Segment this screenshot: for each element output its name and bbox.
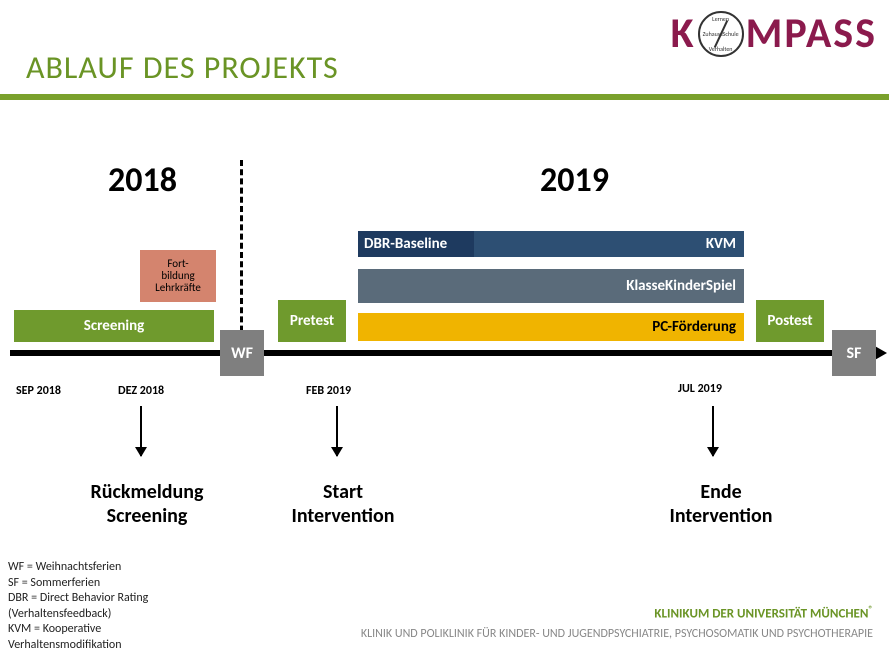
legend-line: SF = Sommerferien <box>8 576 148 592</box>
legend-line: KVM = Kooperative <box>8 622 148 638</box>
logo-letter-k: K <box>671 8 696 59</box>
phase-pc-foerderung: PC-Förderung <box>358 313 744 341</box>
date-dez-2018: DEZ 2018 <box>118 384 164 398</box>
accent-bar <box>0 94 889 100</box>
legend-line: DBR = Direct Behavior Rating <box>8 591 148 607</box>
year-2018: 2018 <box>108 160 177 201</box>
arrow-down-icon <box>336 406 338 456</box>
phase-dbr-baseline: DBR-Baseline <box>358 231 474 257</box>
timeline-axis <box>10 350 878 356</box>
milestone-rueckmeldung: Rückmeldung Screening <box>82 480 212 528</box>
date-feb-2019: FEB 2019 <box>306 384 351 398</box>
compass-icon: Lernen Verhalten Zuhause Schule <box>698 11 744 57</box>
logo-letter-mpass: MPASS <box>746 8 877 59</box>
milestone-start: Start Intervention <box>278 480 408 528</box>
phase-fortbildung: Fort- bildung Lehrkräfte <box>140 250 216 302</box>
date-jul-2019: JUL 2019 <box>678 382 722 396</box>
legend: WF = Weihnachtsferien SF = Sommerferien … <box>8 560 148 654</box>
legend-line: WF = Weihnachtsferien <box>8 560 148 576</box>
break-wf: WF <box>220 330 264 376</box>
milestone-ende: Ende Intervention <box>656 480 786 528</box>
phase-pretest: Pretest <box>278 300 346 342</box>
kompass-logo: K Lernen Verhalten Zuhause Schule MPASS <box>671 8 877 59</box>
legend-line: (Verhaltensfeedback) <box>8 607 148 623</box>
phase-kvm: KVM <box>474 231 744 257</box>
phase-klassekinderspiel: KlasseKinderSpiel <box>358 269 744 303</box>
date-sep-2018: SEP 2018 <box>16 384 61 398</box>
phase-postest: Postest <box>756 300 824 342</box>
arrow-down-icon <box>712 406 714 456</box>
footer-department: KLINIK UND POLIKLINIK FÜR KINDER- UND JU… <box>140 627 873 641</box>
footer-organization: KLINIKUM DER UNIVERSITÄT MÜNCHEN® <box>654 604 873 621</box>
break-sf: SF <box>832 330 876 376</box>
year-divider <box>240 160 243 350</box>
page-title: ABLAUF DES PROJEKTS <box>26 48 339 87</box>
year-2019: 2019 <box>540 160 609 201</box>
arrow-down-icon <box>140 406 142 456</box>
phase-screening: Screening <box>14 310 214 342</box>
legend-line: Verhaltensmodifikation <box>8 638 148 654</box>
